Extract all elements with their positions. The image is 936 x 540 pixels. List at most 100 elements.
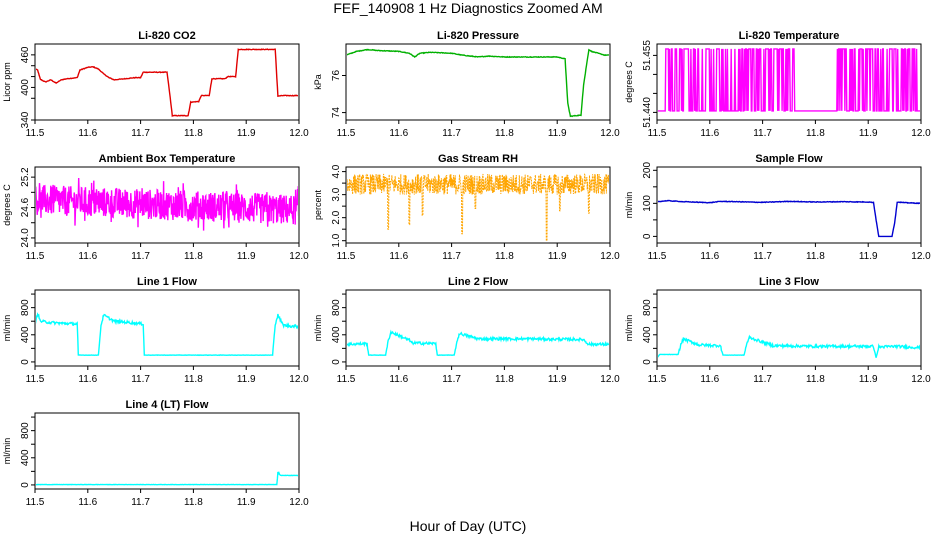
x-tick-label: 12.0	[600, 251, 620, 262]
plot-frame	[34, 289, 300, 367]
x-tick-label: 11.7	[442, 128, 461, 139]
x-tick-label: 11.7	[442, 374, 461, 385]
y-axis-label: ml/min	[313, 315, 323, 342]
x-tick-label: 11.8	[184, 497, 203, 508]
x-tick-label: 12.0	[289, 128, 309, 139]
y-axis-label: ml/min	[2, 438, 12, 465]
x-tick-label: 12.0	[911, 128, 931, 139]
series-line	[658, 199, 920, 238]
x-tick-label: 11.8	[184, 128, 203, 139]
x-tick-label: 12.0	[289, 374, 309, 385]
x-tick-label: 11.5	[26, 374, 45, 385]
x-tick-label: 11.5	[648, 128, 667, 139]
chart-sample-flow: Sample Flow 11.5 11.6 11.7 11.8 11.9 12.0 0 100 2…	[624, 153, 931, 262]
panel-title: Li-820 CO2	[138, 30, 195, 42]
x-tick-label: 11.6	[700, 251, 719, 262]
series-line	[36, 471, 298, 486]
chart-ambient-box-temperature: Ambient Box Temperature 11.5 11.6 11.7 11.8 1…	[2, 153, 309, 262]
figure-title: FEF_140908 1 Hz Diagnostics Zoomed AM	[333, 0, 603, 16]
y-tick-label: 800	[20, 422, 31, 439]
series-line	[347, 173, 609, 242]
chart-line-2-flow: Line 2 Flow 11.5 11.6 11.7 11.8 11.9 12.0 0 400 8…	[313, 276, 620, 385]
plot-frame	[345, 166, 611, 244]
y-tick-label: 0	[20, 359, 31, 365]
x-tick-label: 11.5	[337, 251, 356, 262]
y-tick-label: 400	[331, 326, 342, 343]
x-tick-label: 11.8	[184, 251, 203, 262]
panel-title: Line 4 (LT) Flow	[126, 399, 209, 411]
y-axis-label: degrees C	[624, 61, 634, 103]
x-tick-label: 11.8	[495, 374, 514, 385]
y-tick-label: 0	[20, 482, 31, 488]
plot-frame	[656, 289, 922, 367]
x-tick-label: 11.6	[78, 497, 97, 508]
y-tick-label: 24.0	[20, 228, 31, 248]
y-tick-label: 24.6	[20, 197, 31, 217]
x-tick-label: 11.7	[131, 128, 150, 139]
y-tick-label: 51.455	[642, 40, 653, 71]
y-tick-label: 400	[20, 449, 31, 466]
x-tick-label: 11.9	[237, 251, 256, 262]
x-tick-label: 11.9	[548, 251, 567, 262]
y-tick-label: 100	[642, 195, 653, 212]
x-tick-label: 12.0	[600, 374, 620, 385]
series-line	[347, 48, 609, 118]
y-tick-label: 340	[20, 111, 31, 128]
panel-title: Line 2 Flow	[448, 276, 508, 288]
x-tick-label: 11.9	[548, 128, 567, 139]
series-line	[36, 48, 298, 118]
series-line	[36, 312, 298, 357]
x-tick-label: 11.9	[859, 374, 878, 385]
y-tick-label: 460	[20, 46, 31, 63]
x-tick-label: 11.5	[648, 374, 667, 385]
y-tick-label: 400	[642, 326, 653, 343]
y-tick-label: 0	[642, 233, 653, 239]
x-tick-label: 11.8	[806, 251, 825, 262]
series-line	[36, 177, 298, 231]
y-tick-label: 0	[642, 359, 653, 365]
x-tick-label: 12.0	[600, 128, 620, 139]
x-tick-label: 11.9	[548, 374, 567, 385]
x-axis-title: Hour of Day (UTC)	[409, 518, 527, 534]
chart-li-820-co2: Li-820 CO2 11.5 11.6 11.7 11.8 11.9 12.0 340 400…	[2, 30, 309, 139]
x-tick-label: 11.6	[389, 374, 408, 385]
x-tick-label: 11.5	[337, 374, 356, 385]
x-tick-label: 11.5	[648, 251, 667, 262]
x-tick-label: 11.6	[389, 128, 408, 139]
y-tick-label: 25.2	[20, 167, 31, 187]
y-tick-label: 400	[20, 326, 31, 343]
plot-frame	[34, 412, 300, 490]
x-tick-label: 11.6	[700, 374, 719, 385]
x-tick-label: 11.7	[753, 251, 772, 262]
y-axis-label: ml/min	[624, 192, 634, 219]
y-tick-label: 800	[331, 299, 342, 316]
x-tick-label: 11.6	[78, 128, 97, 139]
plot-frame	[345, 43, 611, 121]
panel-title: Li-820 Temperature	[739, 30, 840, 42]
x-tick-label: 11.7	[442, 251, 461, 262]
x-tick-label: 11.7	[131, 251, 150, 262]
x-tick-label: 11.6	[78, 374, 97, 385]
x-tick-label: 12.0	[289, 251, 309, 262]
y-tick-label: 2.0	[331, 210, 342, 224]
y-tick-label: 400	[20, 79, 31, 96]
x-tick-label: 11.7	[753, 128, 772, 139]
y-tick-label: 4.0	[331, 164, 342, 178]
x-tick-label: 11.7	[131, 374, 150, 385]
y-tick-label: 800	[20, 299, 31, 316]
y-axis-label: ml/min	[624, 315, 634, 342]
x-tick-label: 11.5	[26, 128, 45, 139]
plot-frame	[656, 43, 922, 121]
plot-frame	[345, 289, 611, 367]
chart-line-1-flow: Line 1 Flow 11.5 11.6 11.7 11.8 11.9 12.0 0 400 8…	[2, 276, 309, 385]
x-tick-label: 11.9	[859, 128, 878, 139]
y-tick-label: 76	[331, 70, 342, 82]
chart-li-820-temperature: Li-820 Temperature 11.5 11.6 11.7 11.8 11.9 12…	[624, 30, 931, 139]
x-tick-label: 11.6	[78, 251, 97, 262]
x-tick-label: 12.0	[289, 497, 309, 508]
chart-li-820-pressure: Li-820 Pressure 11.5 11.6 11.7 11.8 11.9 12.0 7…	[313, 30, 620, 139]
x-tick-label: 12.0	[911, 374, 931, 385]
panel-title: Ambient Box Temperature	[99, 153, 236, 165]
x-tick-label: 11.5	[337, 128, 356, 139]
